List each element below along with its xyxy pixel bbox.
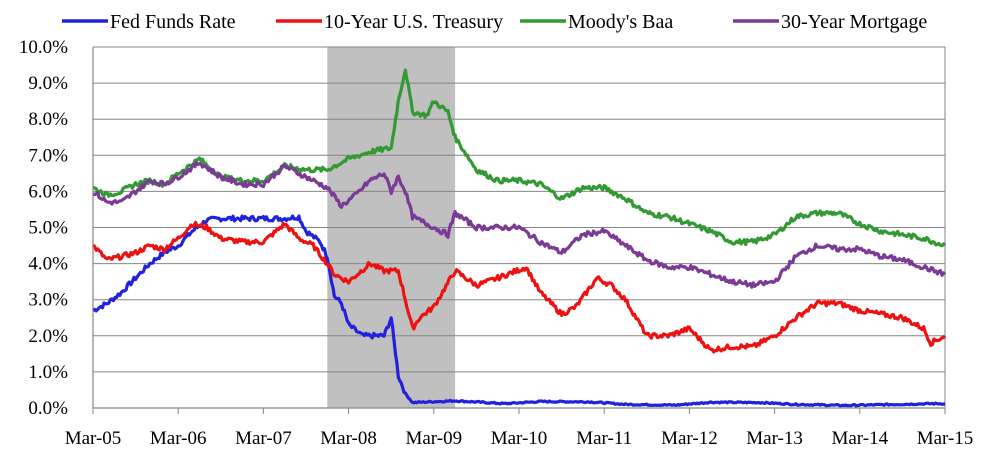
legend-label: Fed Funds Rate [110, 11, 236, 33]
legend-label: Moody's Baa [568, 11, 673, 33]
y-tick-label: 2.0% [28, 326, 68, 347]
y-tick-label: 5.0% [28, 218, 68, 239]
x-tick-label: Mar-09 [405, 428, 462, 449]
legend: Fed Funds Rate 10-Year U.S. Treasury Moody… [62, 11, 927, 33]
x-tick-label: Mar-15 [917, 428, 974, 449]
y-tick-label: 7.0% [28, 145, 68, 166]
x-tick-label: Mar-05 [65, 428, 122, 449]
x-tick-label: Mar-10 [491, 428, 548, 449]
x-tick-label: Mar-12 [661, 428, 718, 449]
y-tick-label: 9.0% [28, 73, 68, 94]
y-tick-label: 8.0% [28, 109, 68, 130]
series-line-2 [92, 68, 947, 248]
y-tick-label: 1.0% [28, 362, 68, 383]
x-tick-label: Mar-13 [746, 428, 803, 449]
x-tick-label: Mar-11 [576, 428, 632, 449]
x-tick-label: Mar-08 [320, 428, 377, 449]
legend-label: 30-Year Mortgage [781, 11, 927, 33]
y-tick-label: 6.0% [28, 181, 68, 202]
x-tick-label: Mar-14 [831, 428, 888, 449]
x-tick-label: Mar-07 [235, 428, 292, 449]
x-tick-labels: Mar-05 Mar-06 Mar-07 Mar-08 Mar-09 Mar-10 Mar-… [65, 428, 974, 449]
x-tick-label: Mar-06 [150, 428, 207, 449]
y-tick-label: 4.0% [28, 254, 68, 275]
legend-label: 10-Year U.S. Treasury [324, 11, 503, 33]
axes [92, 47, 946, 414]
y-tick-label: 3.0% [28, 290, 68, 311]
y-tick-label: 0.0% [28, 398, 68, 419]
y-tick-label: 10.0% [19, 37, 68, 58]
series-line-3 [92, 160, 947, 289]
y-tick-labels: 0.0% 1.0% 2.0% 3.0% 4.0% 5.0% 6.0% 7.0% 8.0% 9.0%… [19, 37, 68, 419]
series-lines [91, 68, 947, 408]
series-line-0 [92, 214, 946, 408]
series-line-1 [91, 220, 947, 354]
